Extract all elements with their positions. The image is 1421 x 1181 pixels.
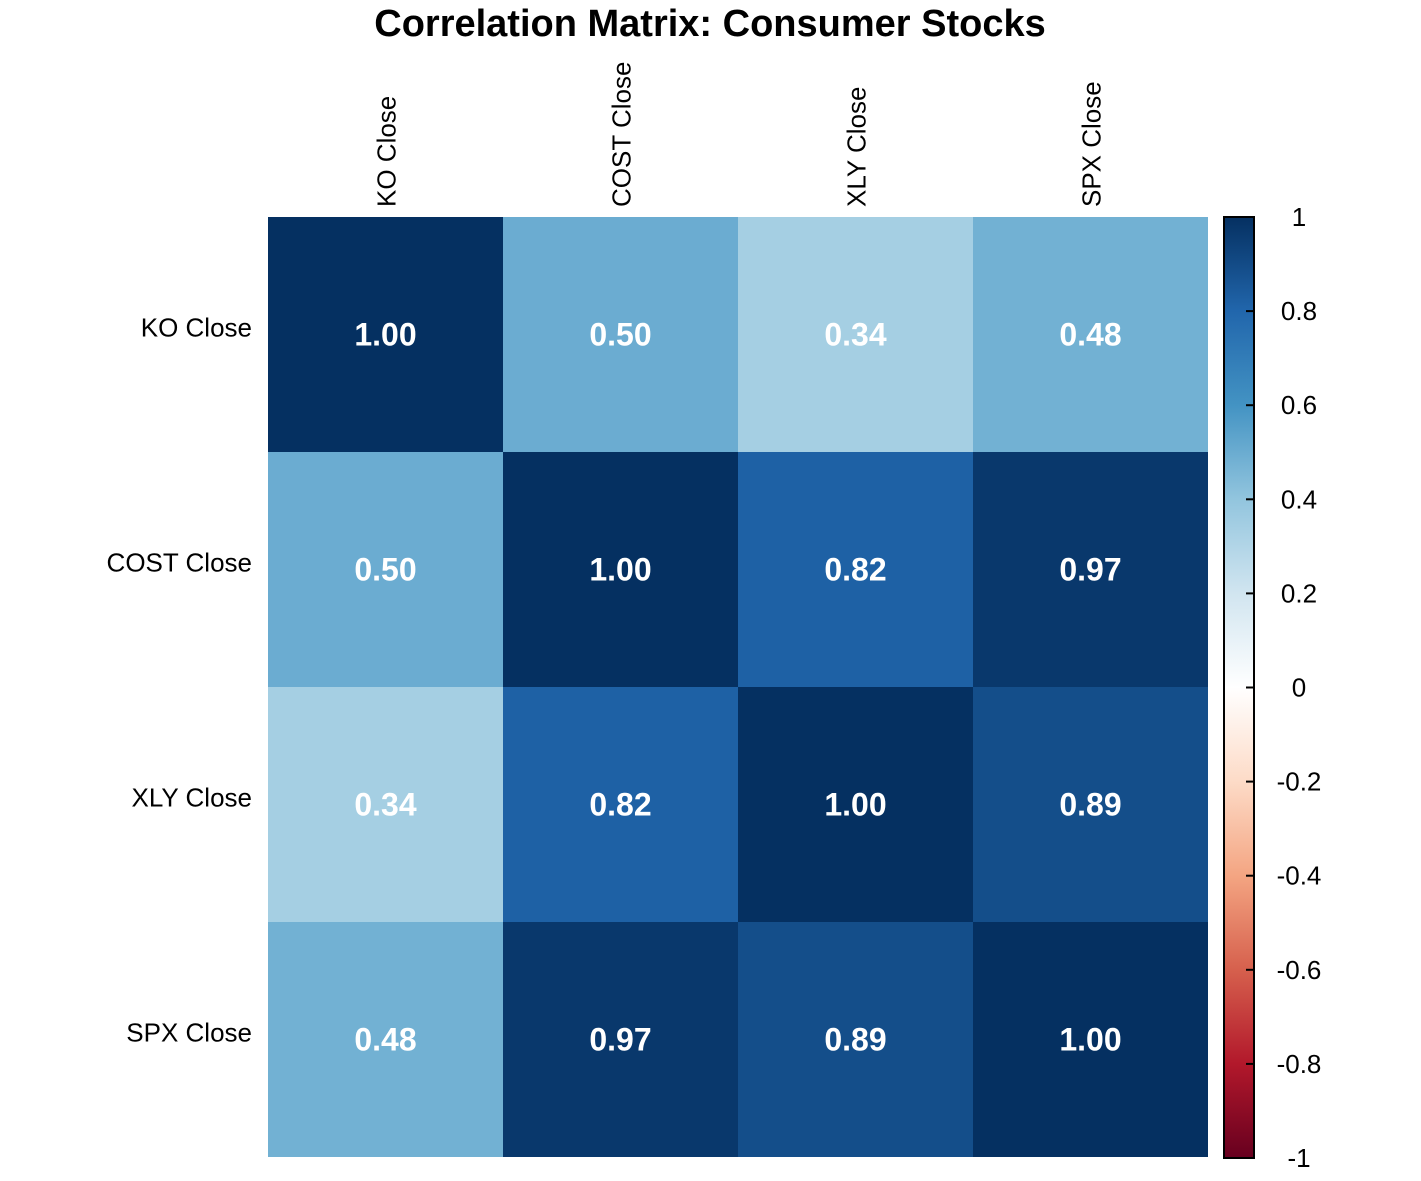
cell-value-label: 0.82 [824,552,886,588]
colorbar-tick-label: -0.4 [1277,861,1322,891]
row-labels: KO Close COST Close XLY Close SPX Close [107,313,252,1048]
cell-value-label: 1.00 [1059,1022,1121,1058]
heatmap-cell [738,922,973,1157]
row-label: COST Close [107,548,252,578]
heatmap-cell [268,217,503,452]
cell-value-label: 0.50 [589,317,651,353]
cell-value-label: 0.82 [589,787,651,823]
colorbar-tick-label: -1 [1287,1143,1310,1173]
cell-value-label: 0.34 [354,787,416,823]
cell-value-label: 1.00 [589,552,651,588]
heatmap-cell [268,922,503,1157]
heatmap-cell [503,687,738,922]
colorbar-tick-label: -0.2 [1277,767,1322,797]
column-label: SPX Close [1077,81,1107,207]
colorbar-tick-label: 0.8 [1281,296,1317,326]
row-label: KO Close [141,313,252,343]
heatmap-cell [503,217,738,452]
heatmap-cell [973,922,1208,1157]
cell-value-label: 0.89 [824,1022,886,1058]
heatmap-cells: 1.00 0.50 0.34 0.48 0.50 1.00 0.82 0.97 0.34 0.82… [268,217,1208,1157]
column-label: KO Close [372,96,402,207]
colorbar: 1 0.8 0.6 0.4 0.2 0 -0.2 -0.4 -0.6 -0.8 -1 [1223,202,1322,1173]
heatmap-cell [973,452,1208,687]
colorbar-tick-label: 0.2 [1281,578,1317,608]
row-label: SPX Close [126,1018,252,1048]
cell-value-label: 1.00 [354,317,416,353]
colorbar-tick-label: 0.6 [1281,390,1317,420]
heatmap-cell [503,922,738,1157]
heatmap-cell [738,687,973,922]
heatmap-cell [503,452,738,687]
heatmap-cell [268,687,503,922]
column-label: XLY Close [842,87,872,207]
colorbar-tick-label: 0 [1292,673,1306,703]
row-label: XLY Close [132,783,252,813]
cell-value-label: 0.48 [1059,317,1121,353]
cell-value-label: 0.97 [589,1022,651,1058]
column-labels: KO Close COST Close XLY Close SPX Close [372,62,1107,207]
heatmap-cell [738,217,973,452]
cell-value-label: 0.50 [354,552,416,588]
heatmap-cell [973,687,1208,922]
cell-value-label: 0.97 [1059,552,1121,588]
cell-value-label: 1.00 [824,787,886,823]
colorbar-tick-label: 0.4 [1281,484,1317,514]
cell-value-label: 0.34 [824,317,886,353]
cell-value-label: 0.89 [1059,787,1121,823]
heatmap-cell [973,217,1208,452]
colorbar-tick-label: -0.6 [1277,955,1322,985]
heatmap-cell [268,452,503,687]
heatmap-cell [738,452,973,687]
column-label: COST Close [607,62,637,207]
cell-value-label: 0.48 [354,1022,416,1058]
colorbar-tick-label: -0.8 [1277,1049,1322,1079]
colorbar-tick-label: 1 [1292,202,1306,232]
chart-title: Correlation Matrix: Consumer Stocks [374,3,1045,45]
